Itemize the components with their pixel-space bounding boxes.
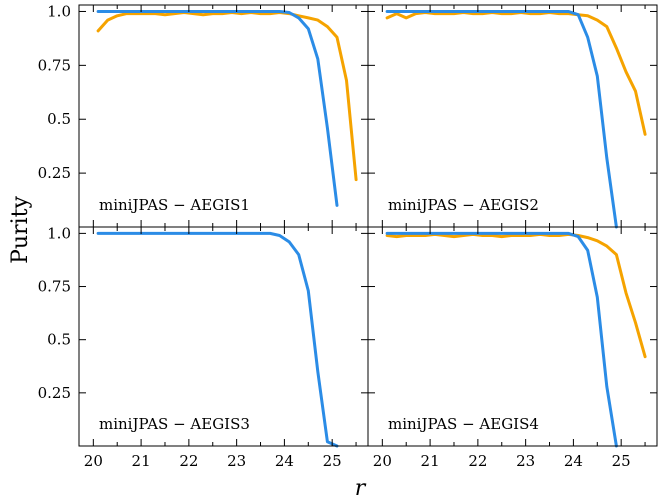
panel-label: miniJPAS − AEGIS3 <box>99 415 250 433</box>
panel-label: miniJPAS − AEGIS2 <box>388 196 539 214</box>
panel-label: miniJPAS − AEGIS1 <box>99 196 250 214</box>
x-tick-label: 21 <box>132 452 151 470</box>
y-tick-label: 1.0 <box>47 2 71 20</box>
series-line-blue-panel-1 <box>96 10 339 207</box>
y-tick-label: 0.75 <box>38 278 71 296</box>
x-tick-label: 20 <box>373 452 392 470</box>
series-line-blue-panel-3 <box>96 231 339 448</box>
series-line-blue-panel-4 <box>385 231 618 448</box>
x-tick-label: 23 <box>227 452 246 470</box>
x-tick-label: 25 <box>612 452 631 470</box>
panel-4: 20 21 22 23 24 25 miniJPAS − AEGIS4 <box>367 226 658 470</box>
panel-frame <box>367 226 658 447</box>
x-axis-label: r <box>355 476 367 500</box>
series-line-orange-panel-2 <box>385 11 647 136</box>
series-line-orange-panel-1 <box>96 11 358 182</box>
panel-3: 0.25 0.5 0.75 1.0 20 21 22 23 24 25 miniJPAS − AEG… <box>38 224 369 470</box>
x-tick-label: 23 <box>516 452 535 470</box>
x-tick-label: 25 <box>323 452 342 470</box>
y-tick-label: 0.25 <box>38 164 71 182</box>
panel-1: 0.25 0.5 0.75 1.0 miniJPAS − AEGIS1 <box>38 2 369 228</box>
panel-2: miniJPAS − AEGIS2 <box>367 4 658 229</box>
y-tick-label: 0.5 <box>47 331 71 349</box>
y-tick-label: 0.75 <box>38 56 71 74</box>
panel-label: miniJPAS − AEGIS4 <box>388 415 539 433</box>
x-tick-label: 22 <box>179 452 198 470</box>
y-tick-label: 0.5 <box>47 110 71 128</box>
x-tick-label: 20 <box>84 452 103 470</box>
x-tick-label: 22 <box>468 452 487 470</box>
y-tick-label: 0.25 <box>38 384 71 402</box>
series-line-blue-panel-2 <box>385 10 618 229</box>
x-tick-label: 24 <box>275 452 294 470</box>
y-tick-label: 1.0 <box>47 224 71 242</box>
x-tick-label: 21 <box>421 452 440 470</box>
y-axis-label: Purity <box>8 196 33 264</box>
series-line-orange-panel-4 <box>385 232 647 359</box>
x-tick-label: 24 <box>564 452 583 470</box>
